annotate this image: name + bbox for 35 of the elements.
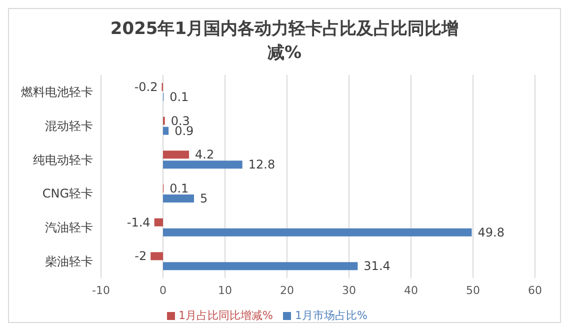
y-tick-label: 混动轻卡 [45,119,93,134]
data-label: 0.1 [170,182,189,196]
data-label: 5 [200,192,208,206]
bar [163,126,169,135]
data-label: 4.2 [195,148,214,162]
bar [163,160,242,169]
data-label: 0.1 [170,90,189,104]
data-label: 12.8 [248,158,276,172]
bar [150,252,163,260]
bar [163,228,472,236]
data-label: -0.2 [134,80,158,94]
x-tick-label: 60 [528,284,542,297]
x-tick-label: 20 [280,284,294,297]
x-tick-label: 10 [218,284,232,297]
legend-label: 1月市场占比% [295,309,368,322]
bar [163,194,194,202]
y-tick-label: 汽油轻卡 [45,220,93,235]
bar [163,262,358,270]
x-tick-label: 30 [342,284,356,297]
x-tick-label: 50 [466,284,480,297]
data-label: 31.4 [364,259,390,274]
data-label: -2 [134,249,147,264]
bar [163,150,190,159]
x-tick-label: 0 [160,284,166,297]
y-tick-label: 纯电动轻卡 [33,152,93,167]
x-tick-label: 40 [404,284,418,297]
y-tick-label: CNG轻卡 [42,186,93,201]
x-tick-label: -10 [92,284,110,297]
chart-title: 2025年1月国内各动力轻卡占比及占比同比增减% [109,18,460,65]
data-label: 49.8 [478,225,504,240]
y-tick-label: 燃料电池轻卡 [21,85,93,100]
y-tick-label: 柴油轻卡 [45,254,93,268]
legend-label: 1月占比同比增减% [178,309,273,322]
bar [154,218,163,226]
data-label: -1.4 [126,215,150,230]
